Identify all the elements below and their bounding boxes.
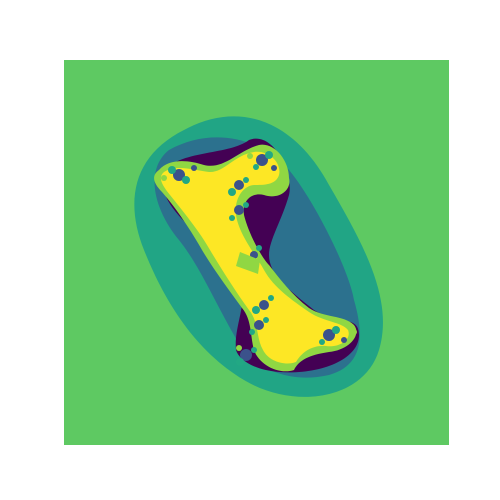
speckle-cluster-bottom-right (319, 326, 357, 345)
speckle-cluster-top-left (161, 165, 197, 184)
speckle-cluster-top-right (247, 151, 277, 171)
speckle-cluster-upper-mid (228, 177, 249, 221)
fractal-waist-band (236, 252, 260, 274)
fractal-canvas (64, 60, 449, 445)
speckle-cluster-bottom-left (236, 345, 257, 366)
fractal-image (64, 60, 449, 445)
speckle-cluster-lower-mid (249, 295, 274, 335)
